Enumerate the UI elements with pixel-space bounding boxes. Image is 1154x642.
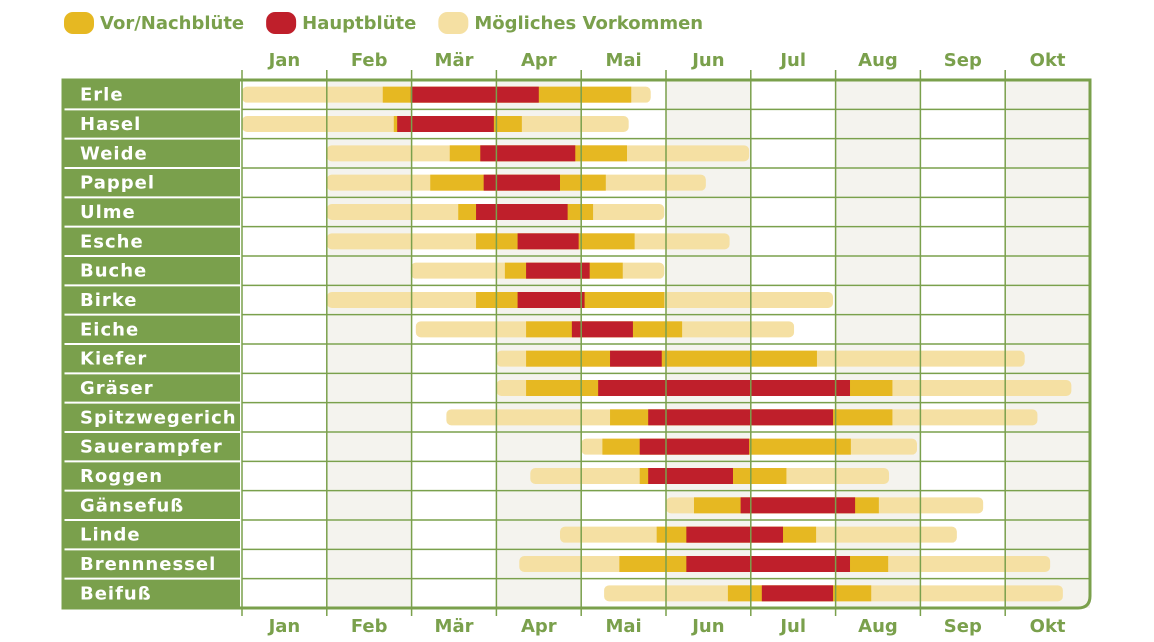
bloom-bar <box>483 174 560 191</box>
bloom-bar <box>517 233 579 250</box>
bloom-bar <box>761 585 834 602</box>
bloom-bar <box>639 438 750 455</box>
x-tick-label: Jun <box>690 50 724 71</box>
row-label: Gänsefuß <box>80 495 184 516</box>
bloom-bar <box>526 262 590 279</box>
frame <box>61 78 1092 610</box>
row-label: Eiche <box>80 319 139 340</box>
row-label: Buche <box>80 261 147 282</box>
bloom-bar <box>686 556 851 572</box>
row-label: Esche <box>80 231 144 252</box>
x-tick-label: Okt <box>1030 616 1066 637</box>
bloom-bar <box>476 204 568 220</box>
row-label: Spitzwegerich <box>80 407 237 428</box>
bloom-bar <box>610 350 662 367</box>
x-tick-label: Okt <box>1030 50 1066 71</box>
row-label: Hasel <box>80 114 141 135</box>
x-tick-label: Mär <box>435 616 474 637</box>
legend-label: Vor/Nachblüte <box>100 13 244 34</box>
bloom-bar <box>397 116 494 132</box>
bloom-bar <box>571 321 633 338</box>
x-tick-label: Apr <box>521 50 557 71</box>
bloom-bar <box>526 350 817 367</box>
legend-swatch <box>266 12 297 34</box>
legend-swatch <box>64 12 94 34</box>
row-label: Gräser <box>80 378 154 399</box>
x-tick-label: Jun <box>690 616 724 637</box>
x-tick-label: Mai <box>605 50 641 71</box>
x-tick-label: Sep <box>944 50 982 71</box>
legend-label: Mögliches Vorkommen <box>474 13 703 34</box>
bloom-bar <box>740 497 856 514</box>
row-label: Birke <box>80 290 137 311</box>
row-label: Weide <box>80 143 148 164</box>
bloom-bar <box>598 380 851 396</box>
bloom-bar <box>410 86 539 103</box>
bloom-bar <box>480 145 576 162</box>
x-tick-label: Aug <box>858 616 898 637</box>
legend-swatch <box>438 12 469 34</box>
bloom-bar <box>517 292 585 308</box>
row-label: Roggen <box>80 466 163 487</box>
x-tick-label: Sep <box>944 616 982 637</box>
bloom-bar <box>686 526 784 543</box>
x-tick-label: Jul <box>778 50 806 71</box>
row-label: Erle <box>80 85 124 106</box>
x-tick-label: Mär <box>435 50 474 71</box>
row-label: Ulme <box>80 202 136 223</box>
x-tick-label: Jan <box>267 616 301 637</box>
x-tick-label: Feb <box>351 616 388 637</box>
bloom-bar <box>648 409 834 426</box>
x-tick-label: Mai <box>605 616 641 637</box>
x-tick-label: Feb <box>351 50 388 71</box>
row-label: Linde <box>80 525 141 546</box>
x-tick-label: Jul <box>778 616 806 637</box>
legend-label: Hauptblüte <box>302 13 416 34</box>
row-label: Sauerampfer <box>80 437 223 458</box>
row-label: Pappel <box>80 173 155 194</box>
bloom-bar <box>648 468 733 484</box>
row-label: Kiefer <box>80 349 147 370</box>
row-label: Beifuß <box>80 583 152 604</box>
x-tick-label: Aug <box>858 50 898 71</box>
x-tick-label: Jan <box>267 50 301 71</box>
x-tick-label: Apr <box>521 616 557 637</box>
row-label: Brennnessel <box>80 554 216 575</box>
